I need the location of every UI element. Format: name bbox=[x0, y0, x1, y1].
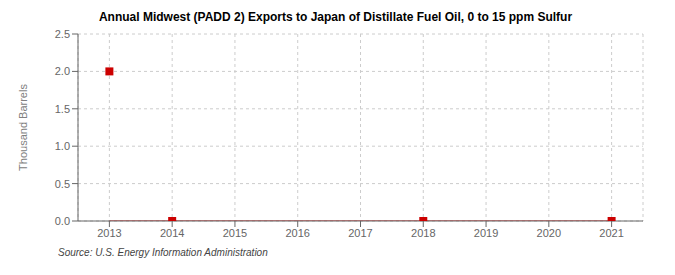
svg-text:2019: 2019 bbox=[474, 227, 498, 239]
svg-text:2020: 2020 bbox=[537, 227, 561, 239]
svg-text:1.5: 1.5 bbox=[55, 103, 70, 115]
svg-text:2021: 2021 bbox=[599, 227, 623, 239]
svg-text:0.0: 0.0 bbox=[55, 215, 70, 227]
svg-text:2014: 2014 bbox=[160, 227, 184, 239]
svg-text:2013: 2013 bbox=[97, 227, 121, 239]
svg-text:2017: 2017 bbox=[348, 227, 372, 239]
svg-text:1.0: 1.0 bbox=[55, 140, 70, 152]
html-text:Source: U.S. Energy Informatio: Source: U.S. Energy Information Administ… bbox=[58, 247, 268, 258]
svg-text:2015: 2015 bbox=[223, 227, 247, 239]
svg-text:2018: 2018 bbox=[411, 227, 435, 239]
svg-text:0.5: 0.5 bbox=[55, 178, 70, 190]
svg-text:2.0: 2.0 bbox=[55, 65, 70, 77]
svg-text:2016: 2016 bbox=[285, 227, 309, 239]
svg-text:Thousand Barrels: Thousand Barrels bbox=[17, 84, 29, 171]
html-text:Annual Midwest (PADD 2) Export: Annual Midwest (PADD 2) Exports to Japan… bbox=[98, 10, 573, 24]
svg-text:2.5: 2.5 bbox=[55, 28, 70, 40]
